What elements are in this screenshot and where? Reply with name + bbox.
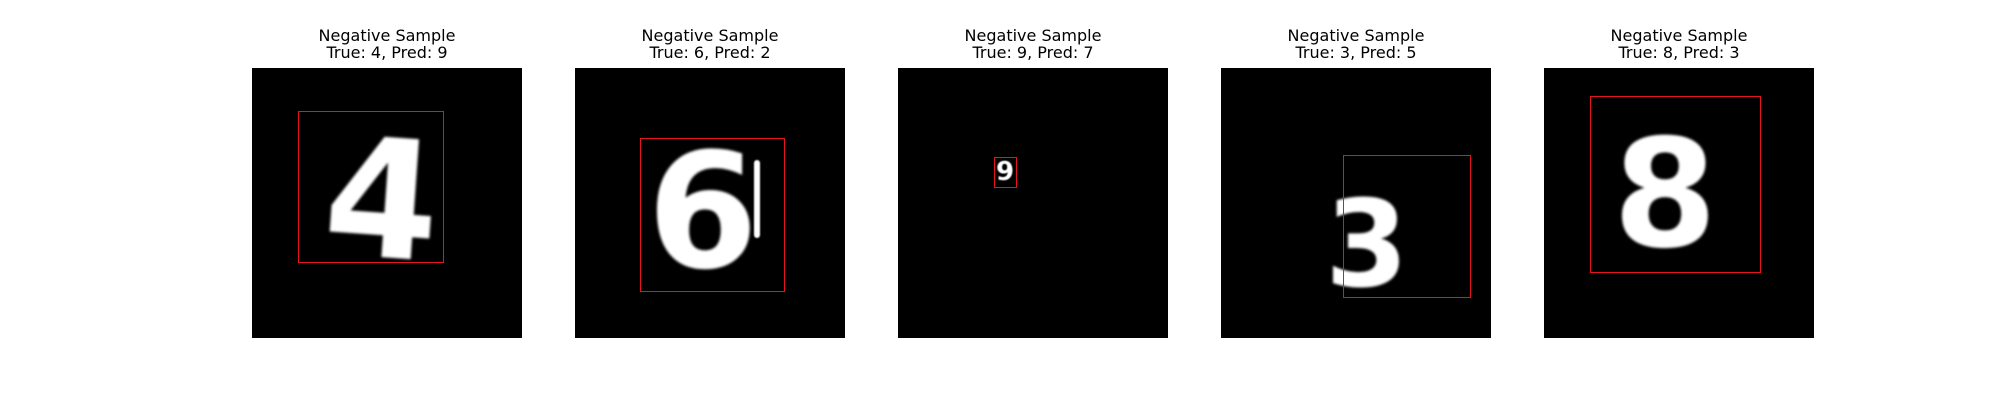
bounding-box (994, 157, 1017, 188)
digit-image: 9 (898, 68, 1168, 338)
bounding-box (1590, 96, 1761, 273)
digit-glyph: 8 (1612, 108, 1718, 282)
bounding-box (1343, 155, 1471, 298)
digit-image: 3 (1221, 68, 1491, 338)
sample-title: Negative Sample True: 8, Pred: 3 (1610, 26, 1748, 62)
digit-glyph: 9 (995, 157, 1015, 187)
bounding-box (640, 138, 785, 292)
digit-image: 4 (252, 68, 522, 338)
sample-panel-2: Negative Sample True: 6, Pred: 2 6 (575, 0, 845, 400)
sample-panel-3: Negative Sample True: 9, Pred: 7 9 (898, 0, 1168, 400)
digit-stroke (754, 160, 760, 238)
digit-image: 8 (1544, 68, 1814, 338)
digit-glyph: 6 (647, 118, 759, 305)
sample-panel-1: Negative Sample True: 4, Pred: 9 4 (252, 0, 522, 400)
digit-glyph: 3 (1325, 176, 1409, 315)
sample-title: Negative Sample True: 6, Pred: 2 (641, 26, 779, 62)
digit-image: 6 (575, 68, 845, 338)
sample-title: Negative Sample True: 3, Pred: 5 (1287, 26, 1425, 62)
sample-panel-4: Negative Sample True: 3, Pred: 5 3 (1221, 0, 1491, 400)
sample-panel-5: Negative Sample True: 8, Pred: 3 8 (1544, 0, 1814, 400)
sample-title: Negative Sample True: 4, Pred: 9 (318, 26, 456, 62)
bounding-box (298, 111, 444, 263)
sample-title: Negative Sample True: 9, Pred: 7 (964, 26, 1102, 62)
